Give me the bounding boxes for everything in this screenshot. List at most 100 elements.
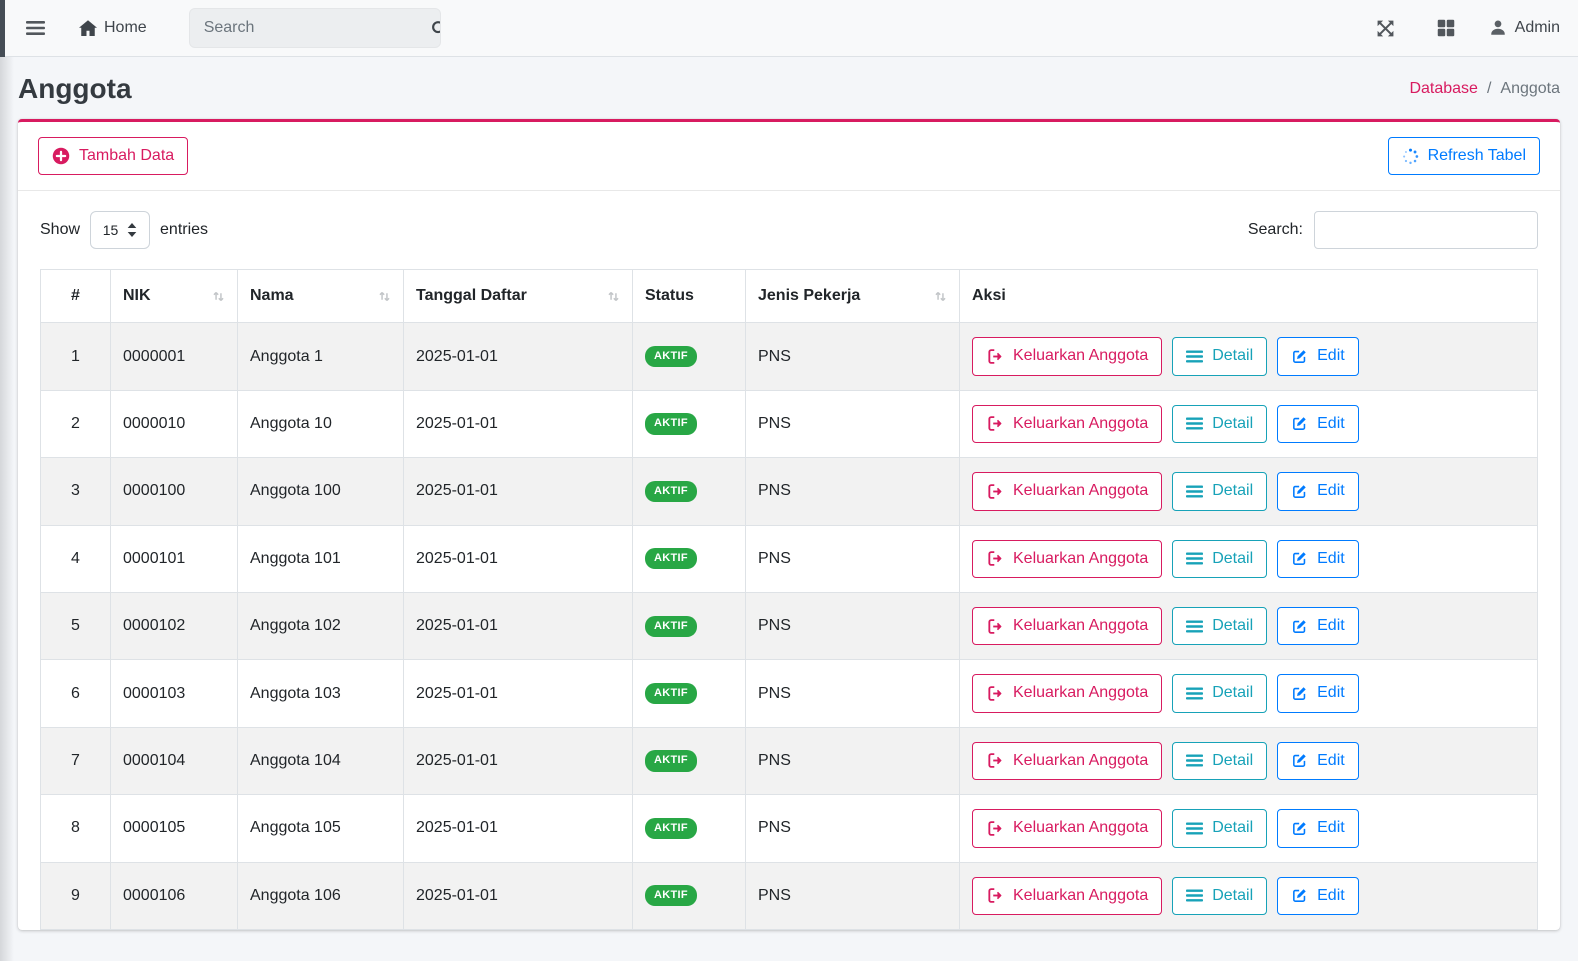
- detail-button[interactable]: Detail: [1172, 606, 1268, 646]
- sign-out-icon: [986, 483, 1004, 500]
- col-header-nama[interactable]: Nama: [237, 269, 404, 324]
- status-badge: AKTIF: [645, 413, 697, 435]
- edit-button[interactable]: Edit: [1277, 404, 1359, 444]
- pencil-square-icon: [1291, 618, 1308, 635]
- table-search-control: Search:: [1248, 211, 1538, 250]
- detail-button[interactable]: Detail: [1172, 337, 1268, 376]
- keluarkan-anggota-button[interactable]: Keluarkan Anggota: [972, 539, 1163, 578]
- col-header-num[interactable]: #: [40, 269, 111, 324]
- cell-nik: 0000001: [110, 322, 238, 391]
- cell-status: AKTIF: [632, 524, 746, 593]
- navbar-search-input[interactable]: [189, 19, 425, 37]
- tambah-data-button[interactable]: Tambah Data: [38, 137, 189, 176]
- cell-nik: 0000010: [110, 389, 238, 459]
- cell-aksi: Keluarkan Anggota Detail Edit: [959, 659, 1538, 728]
- fullscreen-button[interactable]: [1368, 11, 1403, 46]
- cell-nik: 0000104: [110, 726, 238, 796]
- col-header-jenis-pekerja[interactable]: Jenis Pekerja: [745, 269, 960, 324]
- card-header: Tambah Data Refresh Tabel: [18, 122, 1560, 192]
- table-body: 1 0000001 Anggota 1 2025-01-01 AKTIF PNS…: [40, 322, 1538, 930]
- page-title: Anggota: [18, 73, 132, 104]
- breadcrumb-database-link[interactable]: Database: [1409, 80, 1478, 97]
- edit-button[interactable]: Edit: [1277, 539, 1359, 578]
- col-header-status[interactable]: Status: [632, 269, 746, 324]
- sign-out-icon: [986, 550, 1004, 567]
- user-label: Admin: [1514, 19, 1560, 36]
- keluarkan-anggota-button[interactable]: Keluarkan Anggota: [972, 337, 1163, 376]
- cell-status: AKTIF: [632, 322, 746, 391]
- sign-out-icon: [986, 820, 1004, 837]
- table-row: 8 0000105 Anggota 105 2025-01-01 AKTIF P…: [40, 794, 1538, 863]
- cell-jenis-pekerja: PNS: [745, 726, 960, 796]
- top-navbar: Home Admin: [0, 0, 1578, 57]
- col-header-tanggal-daftar[interactable]: Tanggal Daftar: [403, 269, 633, 324]
- expand-arrows-icon: [1376, 19, 1395, 38]
- edit-button[interactable]: Edit: [1277, 337, 1359, 376]
- detail-button[interactable]: Detail: [1172, 809, 1268, 848]
- table-search-input[interactable]: [1314, 211, 1538, 250]
- table-row: 6 0000103 Anggota 103 2025-01-01 AKTIF P…: [40, 659, 1538, 728]
- cell-num: 1: [40, 322, 111, 391]
- home-icon: [79, 19, 97, 37]
- pencil-square-icon: [1291, 820, 1308, 837]
- edit-button[interactable]: Edit: [1277, 809, 1359, 848]
- cell-aksi: Keluarkan Anggota Detail Edit: [959, 457, 1538, 526]
- sign-out-icon: [986, 618, 1004, 635]
- keluarkan-anggota-button[interactable]: Keluarkan Anggota: [972, 472, 1163, 511]
- pencil-square-icon: [1291, 685, 1308, 702]
- apps-menu-button[interactable]: [1429, 11, 1463, 45]
- pencil-square-icon: [1291, 348, 1308, 365]
- edit-button[interactable]: Edit: [1277, 606, 1359, 646]
- grid-icon: [1437, 19, 1455, 37]
- anggota-table: # NIK Nama Tang: [40, 269, 1538, 930]
- list-bars-icon: [1186, 484, 1204, 499]
- detail-button[interactable]: Detail: [1172, 404, 1268, 444]
- keluarkan-anggota-button[interactable]: Keluarkan Anggota: [972, 741, 1163, 781]
- navbar-search-button[interactable]: [425, 9, 440, 47]
- list-bars-icon: [1186, 686, 1204, 701]
- detail-button[interactable]: Detail: [1172, 876, 1268, 915]
- cell-nik: 0000105: [110, 794, 238, 863]
- detail-button[interactable]: Detail: [1172, 741, 1268, 781]
- refresh-tabel-button[interactable]: Refresh Tabel: [1387, 137, 1540, 176]
- keluarkan-anggota-button[interactable]: Keluarkan Anggota: [972, 876, 1163, 915]
- sidebar-toggle-button[interactable]: [18, 12, 53, 44]
- cell-nama: Anggota 104: [237, 726, 404, 796]
- edit-button[interactable]: Edit: [1277, 472, 1359, 511]
- user-menu[interactable]: Admin: [1489, 19, 1560, 37]
- pencil-square-icon: [1291, 887, 1308, 904]
- cell-jenis-pekerja: PNS: [745, 389, 960, 459]
- cell-aksi: Keluarkan Anggota Detail Edit: [959, 524, 1538, 593]
- keluarkan-anggota-button[interactable]: Keluarkan Anggota: [972, 674, 1163, 713]
- cell-num: 6: [40, 659, 111, 728]
- detail-button[interactable]: Detail: [1172, 472, 1268, 511]
- page-size-select[interactable]: 15: [90, 211, 151, 250]
- cell-tanggal-daftar: 2025-01-01: [403, 659, 633, 728]
- cell-status: AKTIF: [632, 457, 746, 526]
- table-row: 2 0000010 Anggota 10 2025-01-01 AKTIF PN…: [40, 389, 1538, 459]
- keluarkan-anggota-button[interactable]: Keluarkan Anggota: [972, 809, 1163, 848]
- col-header-aksi: Aksi: [959, 269, 1538, 324]
- edit-button[interactable]: Edit: [1277, 674, 1359, 713]
- edit-button[interactable]: Edit: [1277, 741, 1359, 781]
- keluarkan-anggota-button[interactable]: Keluarkan Anggota: [972, 404, 1163, 444]
- keluarkan-anggota-button[interactable]: Keluarkan Anggota: [972, 606, 1163, 646]
- cell-jenis-pekerja: PNS: [745, 524, 960, 593]
- show-label: Show: [40, 221, 81, 239]
- cell-aksi: Keluarkan Anggota Detail Edit: [959, 322, 1538, 391]
- detail-button[interactable]: Detail: [1172, 674, 1268, 713]
- cell-tanggal-daftar: 2025-01-01: [403, 591, 633, 661]
- table-row: 5 0000102 Anggota 102 2025-01-01 AKTIF P…: [40, 591, 1538, 661]
- sort-icon: [212, 290, 225, 303]
- cell-aksi: Keluarkan Anggota Detail Edit: [959, 794, 1538, 863]
- cell-nama: Anggota 103: [237, 659, 404, 728]
- nav-home-link[interactable]: Home: [79, 19, 147, 37]
- list-bars-icon: [1186, 551, 1204, 566]
- hamburger-icon: [26, 20, 45, 36]
- edit-button[interactable]: Edit: [1277, 876, 1359, 915]
- cell-nama: Anggota 1: [237, 322, 404, 391]
- detail-button[interactable]: Detail: [1172, 539, 1268, 578]
- table-row: 3 0000100 Anggota 100 2025-01-01 AKTIF P…: [40, 457, 1538, 526]
- cell-num: 2: [40, 389, 111, 459]
- col-header-nik[interactable]: NIK: [110, 269, 238, 324]
